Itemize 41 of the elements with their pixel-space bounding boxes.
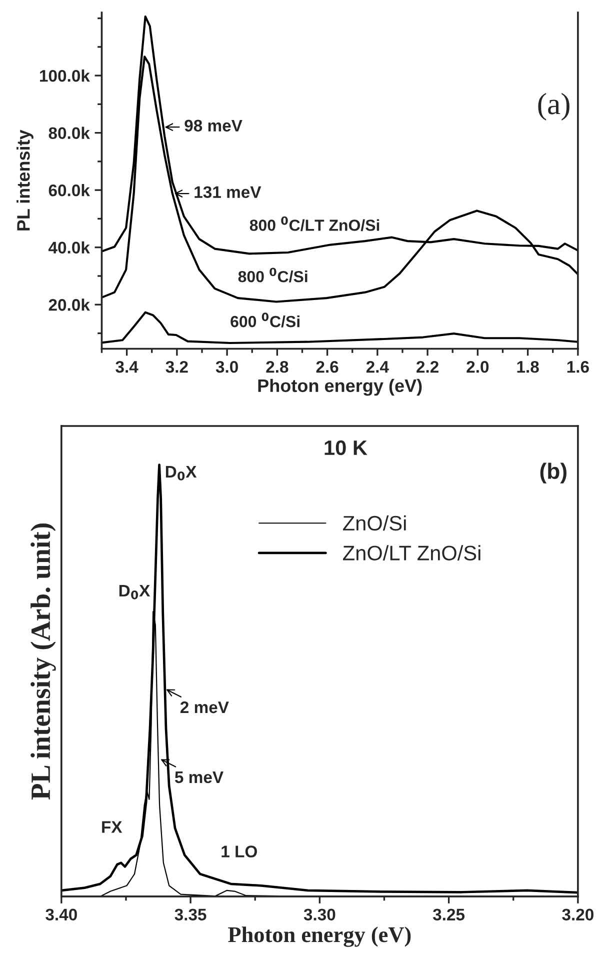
y-tick-label: 40.0k (48, 241, 90, 254)
annotation: D$_{0}$X (119, 584, 150, 600)
annotation: (b) (540, 462, 566, 484)
x-tick-label: 3.25 (432, 908, 465, 921)
y-tick-label: 20.0k (48, 298, 90, 311)
x-tick-label: 3.4 (116, 360, 138, 373)
x-tick-label: 1.8 (517, 360, 539, 373)
x-tick-label: 3.2 (166, 360, 188, 373)
line-series (102, 311, 578, 344)
annotation: FX (102, 821, 122, 833)
annotation: 131 meV (194, 186, 262, 198)
x-tick-label: 1.6 (567, 360, 589, 373)
x-tick-label: 3.30 (304, 908, 336, 921)
text: 10 K (324, 440, 368, 456)
x-axis-title: Photon energy (eV) (228, 926, 411, 947)
x-axis-title: Photon energy (eV) (258, 378, 422, 396)
y-tick-label: 60.0k (48, 184, 90, 196)
y-axis-title: PL intensity (Arb. unit) (30, 524, 56, 800)
annotation: 5 meV (174, 771, 224, 784)
y-axis-title: PL intensity (16, 130, 34, 230)
y-tick-label: 80.0k (48, 126, 90, 140)
x-tick-label: 2.4 (366, 360, 389, 373)
legend-label: ZnO/LT ZnO/Si (343, 545, 480, 560)
legend-label: ZnO/Si (343, 515, 406, 531)
x-tick-label: 3.35 (174, 908, 206, 921)
annotation: (a) (538, 92, 570, 121)
annotation: 1 LO (222, 846, 257, 858)
x-tick-label: 2.0 (466, 360, 489, 373)
annotation: 98 meV (184, 120, 242, 132)
x-tick-label: 3.0 (216, 360, 238, 373)
y-tick-label: 100.0k (40, 70, 90, 82)
annotation: 2 meV (180, 701, 229, 714)
x-tick-label: 3.20 (562, 908, 594, 921)
x-tick-label: 3.40 (46, 908, 77, 921)
x-tick-label: 2.2 (416, 360, 438, 373)
series-label: 600 $^{0}$C/Si (230, 312, 300, 328)
series-label: 800 $^{0}$C/LT ZnO/Si (250, 216, 380, 232)
annotation: D$_{0}$X (166, 466, 197, 480)
x-tick-label: 2.6 (316, 360, 338, 373)
x-tick-label: 2.8 (266, 360, 288, 373)
series-label: 800 $^{0}$C/Si (238, 268, 308, 282)
